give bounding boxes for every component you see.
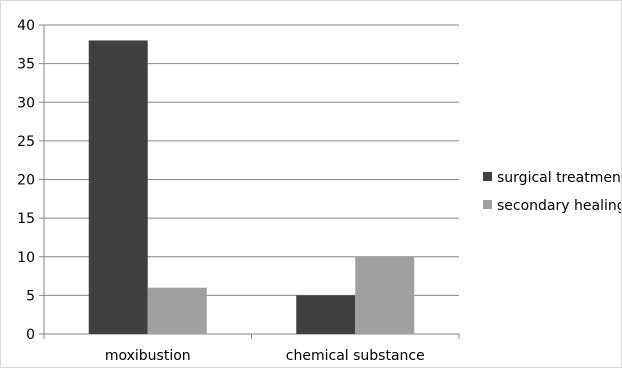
- legend-swatch: [483, 200, 492, 209]
- x-category-label: chemical substance: [286, 348, 425, 364]
- y-tick-label: 40: [17, 18, 35, 34]
- bar-secondary-healing-chemical-substance: [355, 256, 415, 334]
- legend-swatch: [483, 172, 492, 181]
- y-tick-label: 35: [17, 57, 35, 73]
- y-tick-label: 20: [17, 173, 35, 189]
- x-category-label: moxibustion: [105, 348, 191, 364]
- y-tick-label: 0: [26, 327, 35, 343]
- bars: [88, 40, 415, 334]
- y-tick-label: 30: [17, 95, 35, 111]
- y-tick-label: 15: [17, 211, 35, 227]
- y-tick-label: 5: [26, 288, 35, 304]
- y-tick-label: 10: [17, 250, 35, 266]
- legend-label: secondary healing: [497, 198, 621, 214]
- legend-label: surgical treatment: [497, 170, 621, 186]
- bar-surgical-treatment-chemical-substance: [296, 295, 356, 334]
- bar-surgical-treatment-moxibustion: [88, 40, 148, 334]
- axis-labels: 0 5 10 15 20 25 30 35 40 moxibustion chemical subs…: [17, 18, 425, 364]
- y-tick-label: 25: [17, 134, 35, 150]
- legend: surgical treatment secondary healing: [483, 170, 622, 214]
- bar-secondary-healing-moxibustion: [147, 287, 207, 334]
